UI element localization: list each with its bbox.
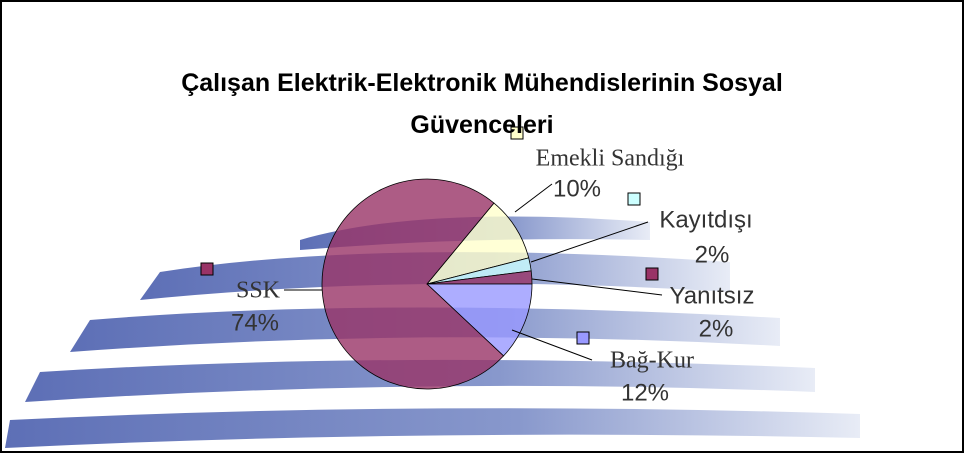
legend-key [200,262,214,276]
slice-value-label: 2% [695,241,730,268]
leader-line [531,278,663,296]
slice-value-label: 10% [553,175,601,202]
leader-line [514,183,553,213]
legend-key [627,192,641,206]
legend-key [576,331,590,345]
slice-label: SSK [236,278,281,304]
slice-label: Yanıtsız [670,282,755,309]
slice-value-label: 2% [699,315,734,342]
slice-label: Emekli Sandığı [536,146,685,172]
slice-value-label: 12% [621,379,669,406]
pie-slice [425,283,533,357]
leader-line [530,221,649,263]
chart-title: Çalışan Elektrik-Elektronik Mühendisleri… [181,69,783,139]
legend-key [645,267,659,281]
leader-line [511,329,593,361]
slice-label: Bağ-Kur [610,348,694,374]
pie-slice [321,178,505,390]
legend-key [510,126,524,140]
slice-value-label: 74% [231,309,279,336]
slice-label: Kayıtdışı [659,206,752,233]
